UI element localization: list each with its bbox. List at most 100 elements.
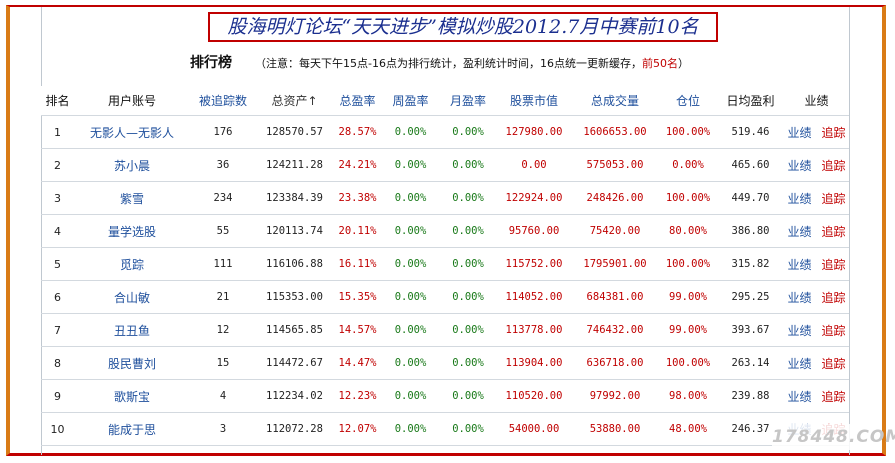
volume-cell: 53880.00 xyxy=(571,412,659,446)
performance-link[interactable]: 业绩 xyxy=(787,257,812,272)
header-volume[interactable]: 总成交量 xyxy=(571,86,659,116)
volume-cell: 1606653.00 xyxy=(571,115,659,149)
month-rate-cell: 0.00% xyxy=(439,115,497,149)
month-rate-cell: 0.00% xyxy=(439,247,497,281)
position-cell: 48.00% xyxy=(659,412,717,446)
track-link[interactable]: 追踪 xyxy=(821,356,846,371)
total-rate-cell: 14.57% xyxy=(333,313,382,347)
month-rate-cell: 0.00% xyxy=(439,214,497,248)
week-rate-cell: 0.00% xyxy=(382,214,439,248)
user-link[interactable]: 量学选股 xyxy=(74,214,190,248)
total-rate-cell: 12.07% xyxy=(333,412,382,446)
header-month-rate[interactable]: 月盈率 xyxy=(439,86,497,116)
position-cell: 99.00% xyxy=(659,313,717,347)
performance-link[interactable]: 业绩 xyxy=(787,224,812,239)
volume-cell: 575053.00 xyxy=(571,148,659,182)
header-daily-profit: 日均盈利 xyxy=(717,86,784,116)
header-user: 用户账号 xyxy=(74,86,190,116)
performance-link[interactable]: 业绩 xyxy=(787,125,812,140)
rank-cell: 6 xyxy=(41,280,74,314)
performance-link[interactable]: 业绩 xyxy=(787,356,812,371)
rank-cell: 1 xyxy=(41,115,74,149)
rank-cell: 9 xyxy=(41,379,74,413)
followers-cell: 111 xyxy=(190,247,256,281)
performance-link[interactable]: 业绩 xyxy=(787,158,812,173)
month-rate-cell: 0.00% xyxy=(439,379,497,413)
assets-cell: 114565.85 xyxy=(256,313,333,347)
track-link[interactable]: 追踪 xyxy=(821,389,846,404)
position-cell: 100.00% xyxy=(659,181,717,215)
ranking-note-text: （注意：每天下午15点-16点为排行统计，盈利统计时间，16点统一更新缓存， xyxy=(255,57,642,70)
performance-link[interactable]: 业绩 xyxy=(787,290,812,305)
track-link[interactable]: 追踪 xyxy=(821,290,846,305)
header-total-assets[interactable]: 总资产↑ xyxy=(256,86,333,116)
position-cell: 0.00% xyxy=(659,148,717,182)
performance-cell: 业绩追踪 xyxy=(784,181,849,215)
week-rate-cell: 0.00% xyxy=(382,346,439,380)
table-row: 7 丑丑鱼 12 114565.85 14.57% 0.00% 0.00% 113778.00… xyxy=(41,313,849,347)
followers-cell: 55 xyxy=(190,214,256,248)
assets-cell: 120113.74 xyxy=(256,214,333,248)
assets-cell: 112234.02 xyxy=(256,379,333,413)
assets-cell: 115353.00 xyxy=(256,280,333,314)
week-rate-cell: 0.00% xyxy=(382,412,439,446)
position-cell: 100.00% xyxy=(659,247,717,281)
performance-cell: 业绩追踪 xyxy=(784,280,849,314)
week-rate-cell: 0.00% xyxy=(382,247,439,281)
daily-profit-cell: 393.67 xyxy=(717,313,784,347)
track-link[interactable]: 追踪 xyxy=(821,323,846,338)
user-link[interactable]: 股民曹刘 xyxy=(74,346,190,380)
header-stock-value[interactable]: 股票市值 xyxy=(497,86,571,116)
week-rate-cell: 0.00% xyxy=(382,181,439,215)
user-link[interactable]: 丑丑鱼 xyxy=(74,313,190,347)
site-watermark: 178448.COM xyxy=(772,424,895,450)
user-link[interactable]: 无影人—无影人 xyxy=(74,115,190,149)
performance-link[interactable]: 业绩 xyxy=(787,323,812,338)
track-link[interactable]: 追踪 xyxy=(821,257,846,272)
track-link[interactable]: 追踪 xyxy=(821,125,846,140)
followers-cell: 36 xyxy=(190,148,256,182)
stock-value-cell: 113778.00 xyxy=(497,313,571,347)
assets-cell: 124211.28 xyxy=(256,148,333,182)
week-rate-cell: 0.00% xyxy=(382,379,439,413)
daily-profit-cell: 239.88 xyxy=(717,379,784,413)
volume-cell: 636718.00 xyxy=(571,346,659,380)
user-link[interactable]: 苏小晨 xyxy=(74,148,190,182)
header-total-rate[interactable]: 总盈率 xyxy=(333,86,382,116)
header-week-rate[interactable]: 周盈率 xyxy=(382,86,439,116)
performance-cell: 业绩追踪 xyxy=(784,214,849,248)
stock-value-cell: 0.00 xyxy=(497,148,571,182)
performance-link[interactable]: 业绩 xyxy=(787,191,812,206)
month-rate-cell: 0.00% xyxy=(439,280,497,314)
header-followers[interactable]: 被追踪数 xyxy=(190,86,256,116)
daily-profit-cell: 465.60 xyxy=(717,148,784,182)
ranking-heading: 排行榜 xyxy=(190,55,232,71)
header-position[interactable]: 仓位 xyxy=(659,86,717,116)
performance-cell: 业绩追踪 xyxy=(784,313,849,347)
user-link[interactable]: 觅踪 xyxy=(74,247,190,281)
daily-profit-cell: 386.80 xyxy=(717,214,784,248)
track-link[interactable]: 追踪 xyxy=(821,158,846,173)
followers-cell: 12 xyxy=(190,313,256,347)
total-rate-cell: 16.11% xyxy=(333,247,382,281)
total-rate-cell: 28.57% xyxy=(333,115,382,149)
total-rate-cell: 15.35% xyxy=(333,280,382,314)
user-link[interactable]: 合山敏 xyxy=(74,280,190,314)
daily-profit-cell: 295.25 xyxy=(717,280,784,314)
user-link[interactable]: 能成于思 xyxy=(74,412,190,446)
rank-cell: 3 xyxy=(41,181,74,215)
header-performance: 业绩 xyxy=(784,86,849,116)
table-row: 2 苏小晨 36 124211.28 24.21% 0.00% 0.00% 0.00 57505… xyxy=(41,148,849,182)
performance-link[interactable]: 业绩 xyxy=(787,389,812,404)
stock-value-cell: 114052.00 xyxy=(497,280,571,314)
month-rate-cell: 0.00% xyxy=(439,181,497,215)
stock-value-cell: 54000.00 xyxy=(497,412,571,446)
total-rate-cell: 24.21% xyxy=(333,148,382,182)
performance-cell: 业绩追踪 xyxy=(784,346,849,380)
assets-cell: 114472.67 xyxy=(256,346,333,380)
position-cell: 100.00% xyxy=(659,346,717,380)
user-link[interactable]: 歌斯宝 xyxy=(74,379,190,413)
user-link[interactable]: 紫雪 xyxy=(74,181,190,215)
track-link[interactable]: 追踪 xyxy=(821,191,846,206)
track-link[interactable]: 追踪 xyxy=(821,224,846,239)
